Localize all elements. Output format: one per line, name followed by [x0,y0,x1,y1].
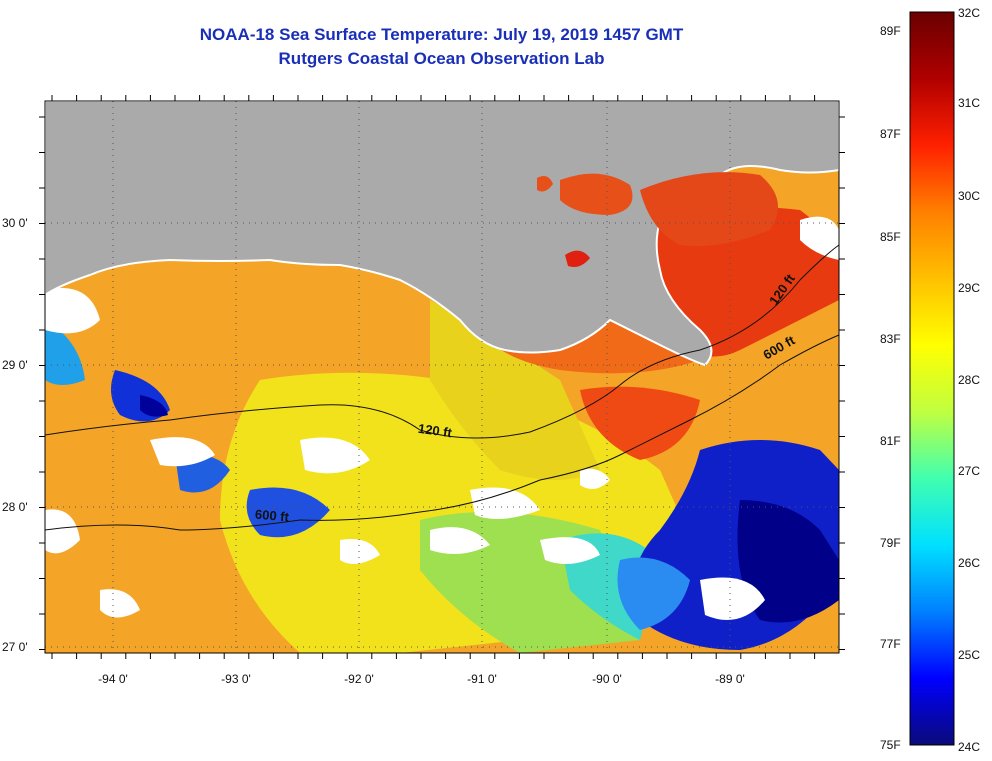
lat-label-30: 30 0' [2,216,28,230]
colorbar-label-83f: 83F [880,332,901,346]
map-subtitle: Rutgers Coastal Ocean Observation Lab [278,49,605,68]
island-small [537,176,553,192]
contour-label-600-left: 600 ft [254,506,290,525]
colorbar-label-30c: 30C [958,189,981,203]
delta-warm-fringe [560,173,633,215]
delta-warm-fringe-2 [640,172,778,246]
colorbar-label-75f: 75F [880,738,901,752]
colorbar-label-26c: 26C [958,556,981,570]
map-frame [44,100,840,654]
colorbar-label-32c: 32C [958,6,981,20]
island-hot [565,250,590,267]
sea-yellow-zone-2 [430,300,600,480]
colorbar-label-29c: 29C [958,281,981,295]
colorbar-label-89f: 89F [880,24,901,38]
cold-patch-se-light [617,557,690,630]
colorbar-label-25c: 25C [958,648,981,662]
cold-patch-west-2 [140,395,168,417]
lon-label-91: -91 0' [467,672,497,686]
lon-label-90: -90 0' [592,672,622,686]
graticule [45,101,839,653]
colorbar-label-28c: 28C [958,373,981,387]
colorbar-label-87f: 87F [880,127,901,141]
colorbar-label-27c: 27C [958,464,981,478]
cold-patch-600 [246,487,330,538]
cloud-patches [45,216,839,620]
cold-patch-se-deep [737,500,839,623]
ticks [39,95,845,659]
colorbar-label-77f: 77F [880,637,901,651]
lon-label-89: -89 0' [715,672,745,686]
sea-red-zone [580,386,700,460]
contour-600ft [44,334,840,531]
lat-label-27: 27 0' [2,640,28,654]
colorbar-label-31c: 31C [958,96,981,110]
colorbar-label-24c: 24C [958,740,981,754]
colorbar-label-79f: 79F [880,536,901,550]
map-title: NOAA-18 Sea Surface Temperature: July 19… [199,25,684,44]
lon-label-94: -94 0' [98,672,128,686]
lat-label-29: 29 0' [2,358,28,372]
colorbar [909,11,955,746]
lon-label-92: -92 0' [344,672,374,686]
colorbar-label-81f: 81F [880,434,901,448]
contour-120ft [44,244,840,439]
colorbar-label-85f: 85F [880,230,901,244]
lon-label-93: -93 0' [221,672,251,686]
cold-patch-w-edge [45,320,85,385]
lat-label-28: 28 0' [2,500,28,514]
